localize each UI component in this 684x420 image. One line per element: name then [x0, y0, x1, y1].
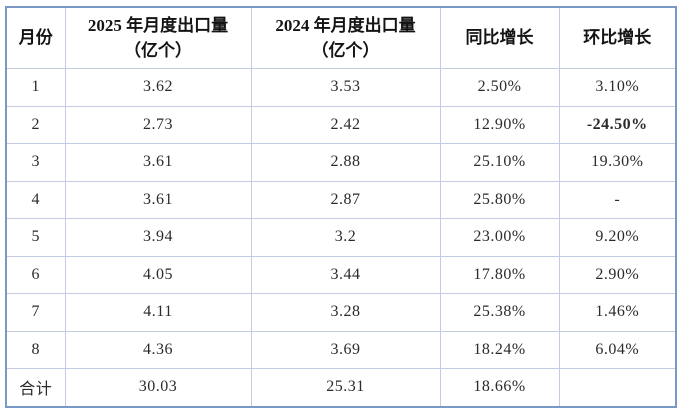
table-cell: 3.61 [64, 143, 252, 182]
table-cell: 12.90% [439, 105, 560, 144]
table-cell: 3.62 [64, 68, 252, 107]
table-cell: 3 [5, 143, 66, 182]
table-cell: 3.44 [250, 255, 441, 294]
table-header: 月份 2025 年月度出口量 （亿个） 2024 年月度出口量 （亿个） 同比增… [5, 6, 677, 69]
table-cell: -24.50% [558, 105, 677, 144]
table-row: 5 3.94 3.2 23.00% 9.20% [5, 218, 677, 257]
table-cell: 1.46% [558, 293, 677, 332]
table-cell: 25.38% [439, 293, 560, 332]
table-cell: 3.2 [250, 218, 441, 257]
table-cell: 7 [5, 293, 66, 332]
table-cell: 2.73 [64, 105, 252, 144]
table-cell: 8 [5, 330, 66, 369]
table-cell: 9.20% [558, 218, 677, 257]
table-cell: 18.24% [439, 330, 560, 369]
column-header-yoy-growth: 同比增长 [439, 6, 560, 69]
table-cell: 2.42 [250, 105, 441, 144]
header-row: 月份 2025 年月度出口量 （亿个） 2024 年月度出口量 （亿个） 同比增… [5, 6, 677, 69]
table-cell: 3.94 [64, 218, 252, 257]
column-header-export-2025: 2025 年月度出口量 （亿个） [64, 6, 252, 69]
table-cell: 5 [5, 218, 66, 257]
table-cell: 18.66% [439, 368, 560, 407]
table-cell: 4.05 [64, 255, 252, 294]
table-cell: 3.28 [250, 293, 441, 332]
export-table-container: 月份 2025 年月度出口量 （亿个） 2024 年月度出口量 （亿个） 同比增… [5, 6, 677, 408]
table-cell: 2.88 [250, 143, 441, 182]
table-cell: 25.31 [250, 368, 441, 407]
table-cell: 4.11 [64, 293, 252, 332]
table-cell: 19.30% [558, 143, 677, 182]
table-cell: 2 [5, 105, 66, 144]
table-row: 2 2.73 2.42 12.90% -24.50% [5, 105, 677, 144]
table-cell: 23.00% [439, 218, 560, 257]
table-cell: - [558, 180, 677, 219]
table-cell: 25.10% [439, 143, 560, 182]
table-cell: 2.87 [250, 180, 441, 219]
table-cell: 3.69 [250, 330, 441, 369]
table-row: 8 4.36 3.69 18.24% 6.04% [5, 330, 677, 369]
column-header-mom-growth: 环比增长 [558, 6, 677, 69]
table-body: 1 3.62 3.53 2.50% 3.10% 2 2.73 2.42 12.90% -24.50… [5, 68, 677, 407]
table-cell: 6 [5, 255, 66, 294]
table-cell: 2.50% [439, 68, 560, 107]
table-cell: 3.53 [250, 68, 441, 107]
table-row: 4 3.61 2.87 25.80% - [5, 180, 677, 219]
table-row: 3 3.61 2.88 25.10% 19.30% [5, 143, 677, 182]
table-row: 1 3.62 3.53 2.50% 3.10% [5, 68, 677, 107]
column-header-export-2024: 2024 年月度出口量 （亿个） [250, 6, 441, 69]
export-table: 月份 2025 年月度出口量 （亿个） 2024 年月度出口量 （亿个） 同比增… [5, 6, 677, 408]
table-cell: 25.80% [439, 180, 560, 219]
table-cell: 合计 [5, 368, 66, 407]
table-cell: 4.36 [64, 330, 252, 369]
table-cell: 3.10% [558, 68, 677, 107]
table-cell: 4 [5, 180, 66, 219]
table-cell: 6.04% [558, 330, 677, 369]
table-cell: 17.80% [439, 255, 560, 294]
table-cell: 30.03 [64, 368, 252, 407]
table-cell: 1 [5, 68, 66, 107]
table-row: 7 4.11 3.28 25.38% 1.46% [5, 293, 677, 332]
table-cell [558, 368, 677, 407]
table-cell: 3.61 [64, 180, 252, 219]
total-row: 合计 30.03 25.31 18.66% [5, 368, 677, 407]
table-row: 6 4.05 3.44 17.80% 2.90% [5, 255, 677, 294]
table-cell: 2.90% [558, 255, 677, 294]
column-header-month: 月份 [5, 6, 66, 69]
